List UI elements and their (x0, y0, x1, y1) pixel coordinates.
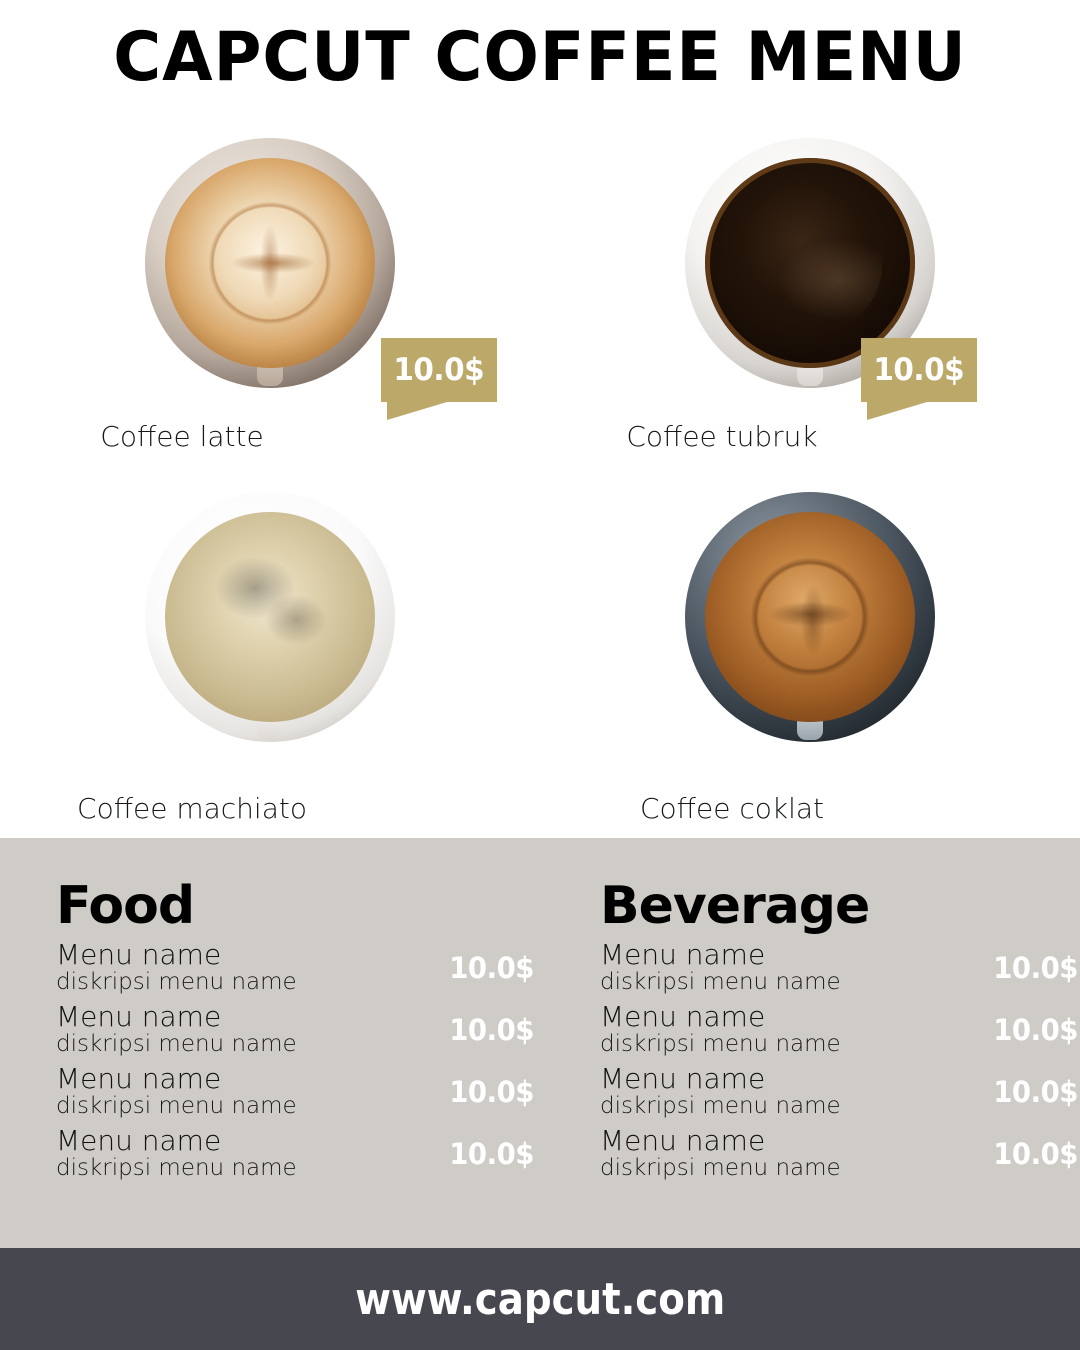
coffee-items-grid: 10.0$ Coffee latte 10.0$ Coffee tubruk 1… (0, 130, 1080, 944)
beverage-rows: Menu name diskripsi menu name 10.0$ Menu… (600, 938, 1080, 1182)
coffee-card-tubruk[interactable]: 10.0$ Coffee tubruk (540, 130, 1080, 484)
menu-item-name: Menu name (56, 938, 222, 971)
beverage-heading: Beverage (600, 876, 870, 936)
page-title: CAPCUT COFFEE MENU (113, 18, 967, 97)
menu-item-desc: diskripsi menu name (600, 969, 841, 996)
menu-item-price: 10.0$ (992, 1074, 1078, 1109)
menu-item-desc: diskripsi menu name (600, 1155, 841, 1182)
food-column: Food Menu name diskripsi menu name 10.0$… (56, 838, 536, 1188)
menu-item-price: 10.0$ (992, 950, 1078, 985)
menu-item-price: 10.0$ (992, 1012, 1078, 1047)
menu-item-name: Menu name (600, 1062, 766, 1096)
menu-item-price: 10.0$ (448, 1012, 534, 1047)
website-url[interactable]: www.capcut.com (355, 1273, 725, 1325)
menu-item-price: 10.0$ (448, 1074, 534, 1109)
coffee-item-label: Coffee tubruk (626, 420, 818, 453)
menu-panel: Food Menu name diskripsi menu name 10.0$… (0, 838, 1080, 1248)
menu-item-desc: diskripsi menu name (56, 1031, 297, 1058)
coffee-card-machiato[interactable]: 10.0$ Coffee machiato (0, 484, 540, 944)
menu-item-price: 10.0$ (448, 1136, 534, 1171)
price-label: 10.0$ (873, 352, 965, 388)
coffee-card-coklat[interactable]: 10.0$ Coffee coklat (540, 484, 1080, 944)
menu-item-price: 10.0$ (992, 1136, 1078, 1171)
menu-item-name: Menu name (56, 1000, 222, 1034)
food-rows: Menu name diskripsi menu name 10.0$ Menu… (56, 938, 536, 1182)
price-label: 10.0$ (393, 352, 485, 388)
menu-item-price: 10.0$ (448, 950, 534, 985)
latte-cup-icon (145, 138, 395, 388)
menu-row[interactable]: Menu name diskripsi menu name 10.0$ (600, 1124, 1080, 1182)
menu-item-name: Menu name (56, 1124, 222, 1158)
coffee-item-label: Coffee latte (100, 420, 264, 453)
menu-item-name: Menu name (600, 1124, 766, 1158)
menu-item-desc: diskripsi menu name (56, 1155, 297, 1182)
machiato-cup-icon (145, 492, 395, 742)
price-badge: 10.0$ (861, 338, 977, 420)
price-badge: 10.0$ (381, 338, 497, 420)
menu-item-desc: diskripsi menu name (56, 1093, 297, 1120)
black-coffee-cup-icon (685, 138, 935, 388)
menu-item-desc: diskripsi menu name (56, 969, 297, 996)
coffee-item-label: Coffee machiato (77, 792, 307, 825)
menu-item-name: Menu name (600, 1000, 766, 1034)
food-heading: Food (56, 876, 195, 936)
menu-item-name: Menu name (56, 1062, 222, 1096)
menu-row[interactable]: Menu name diskripsi menu name 10.0$ (600, 938, 1080, 996)
coffee-item-label: Coffee coklat (640, 792, 824, 825)
menu-row[interactable]: Menu name diskripsi menu name 10.0$ (56, 1000, 536, 1058)
footer-bar: www.capcut.com (0, 1248, 1080, 1350)
menu-item-desc: diskripsi menu name (600, 1031, 841, 1058)
chocolate-coffee-cup-icon (685, 492, 935, 742)
beverage-column: Beverage Menu name diskripsi menu name 1… (600, 838, 1080, 1188)
coffee-card-latte[interactable]: 10.0$ Coffee latte (0, 130, 540, 484)
menu-item-name: Menu name (600, 938, 766, 971)
menu-row[interactable]: Menu name diskripsi menu name 10.0$ (56, 938, 536, 996)
menu-row[interactable]: Menu name diskripsi menu name 10.0$ (56, 1124, 536, 1182)
menu-row[interactable]: Menu name diskripsi menu name 10.0$ (600, 1000, 1080, 1058)
menu-row[interactable]: Menu name diskripsi menu name 10.0$ (56, 1062, 536, 1120)
menu-item-desc: diskripsi menu name (600, 1093, 841, 1120)
menu-row[interactable]: Menu name diskripsi menu name 10.0$ (600, 1062, 1080, 1120)
